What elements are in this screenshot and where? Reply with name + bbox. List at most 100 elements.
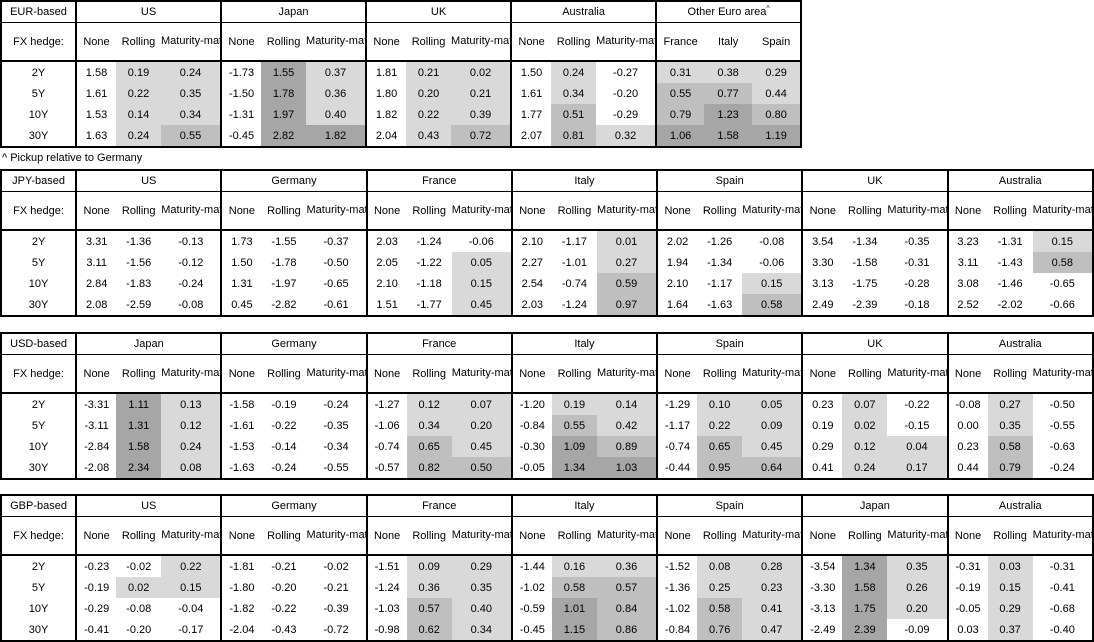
value-cell: -0.29 [84,602,110,615]
value-cell: 1.78 [261,83,307,104]
value-cell: 0.57 [406,598,452,619]
country-header: Japan [802,495,949,517]
value-cell: -1.78 [271,256,297,269]
value-cell: -0.84 [519,419,545,432]
subcol-header: None [366,354,407,394]
value-cell: 0.14 [116,104,161,125]
fx-hedge-label: FX hedge: [1,22,77,62]
value-cell: -1.52 [665,560,691,573]
value-cell: 0.31 [656,61,705,83]
subcol-header: Maturity-matched [887,191,949,231]
value-cell: 0.82 [406,457,452,479]
value-cell: 0.44 [957,461,979,474]
value-cell: 0.36 [596,555,659,577]
value-cell: -1.31 [228,108,255,121]
row-label: 2Y [1,393,78,415]
subcol-header: Maturity-matched [161,191,223,231]
value-cell: 0.19 [551,393,597,415]
value-cell: 0.29 [987,598,1033,619]
value-cell: 0.34 [451,619,513,641]
value-cell: -0.34 [306,436,368,457]
value-cell: 0.05 [451,252,513,273]
value-cell: 0.20 [406,83,452,104]
value-cell: -0.65 [306,273,368,294]
value-cell: -1.29 [665,398,691,411]
value-cell: 0.65 [697,436,743,457]
value-cell: -0.04 [161,598,223,619]
value-cell: -0.13 [161,230,223,252]
value-cell: -0.24 [306,393,368,415]
country-header: US [76,170,223,192]
value-cell: -3.11 [84,419,109,432]
value-cell: -3.13 [810,602,836,615]
value-cell: -2.59 [126,298,152,311]
value-cell: -0.19 [84,581,110,594]
value-cell: 1.31 [116,415,162,436]
value-cell: 1.64 [666,298,689,311]
value-cell: 3.08 [957,277,979,290]
value-cell: 0.79 [656,104,705,125]
value-cell: 0.13 [161,393,223,415]
value-cell: 0.03 [987,555,1033,577]
value-cell: -0.28 [887,273,949,294]
country-header: US [76,495,223,517]
value-cell: -1.50 [228,87,255,100]
value-cell: 0.44 [752,83,803,104]
value-cell: 0.23 [812,398,834,411]
value-cell: 0.84 [596,598,659,619]
value-cell: 1.53 [85,108,108,121]
subcol-header: Maturity-matched [596,354,659,394]
value-cell: -2.84 [84,440,110,453]
value-cell: -1.06 [374,419,400,432]
value-cell: 0.02 [451,61,513,83]
value-cell: 0.19 [812,419,834,432]
value-cell: -1.36 [665,581,691,594]
table-gbp-based: GBP-based US Germany France Italy Spain Japan A… [0,494,1094,642]
value-cell: -1.61 [229,419,255,432]
table-jpy-based: JPY-based US Germany France Italy Spain UK Aust… [0,169,1094,317]
value-cell: -0.84 [665,623,691,636]
value-cell: 0.12 [842,436,888,457]
value-cell: 0.23 [742,577,804,598]
value-cell: -1.02 [665,602,691,615]
value-cell: 0.55 [656,83,705,104]
value-cell: -0.31 [887,252,949,273]
value-cell: 2.02 [666,235,689,248]
value-cell: 2.08 [85,298,108,311]
value-cell: 0.35 [161,83,223,104]
value-cell: -0.63 [1032,436,1094,457]
value-cell: 0.51 [551,104,597,125]
value-cell: 2.39 [842,619,888,641]
footnote-marker: ^ [766,5,770,13]
value-cell: -0.50 [1032,393,1094,415]
value-cell: 0.08 [161,457,223,479]
subcol-header: None [511,191,552,231]
value-cell: 0.24 [842,457,888,479]
value-cell: 2.49 [812,298,834,311]
value-cell: -1.20 [519,398,545,411]
value-cell: 0.72 [451,125,513,147]
subcol-header: Rolling [551,191,597,231]
value-cell: 3.13 [812,277,834,290]
value-cell: 1.34 [842,555,888,577]
value-cell: 0.19 [116,61,161,83]
value-cell: -1.80 [229,581,255,594]
value-cell: 0.35 [451,577,513,598]
country-header: Australia [511,1,658,23]
value-cell: -0.21 [306,577,368,598]
value-cell: 0.03 [957,623,979,636]
value-cell: 1.11 [116,393,162,415]
value-cell: 3.11 [957,256,979,269]
subcol-header: None [76,516,117,556]
value-cell: 0.26 [887,577,949,598]
row-label: 2Y [1,61,77,83]
value-cell: -1.58 [852,256,878,269]
value-cell: -1.97 [271,277,297,290]
country-header: France [366,170,513,192]
value-cell: 0.23 [957,440,979,453]
subcol-header: None [76,191,117,231]
value-cell: -0.68 [1032,598,1094,619]
row-label: 10Y [1,273,78,294]
value-cell: -1.22 [416,256,442,269]
